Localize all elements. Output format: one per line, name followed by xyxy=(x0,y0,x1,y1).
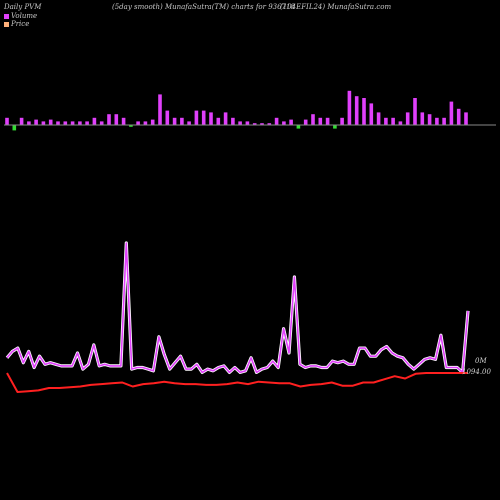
volume-bar xyxy=(63,121,68,125)
volume-bar xyxy=(391,117,395,125)
legend-price-label: Price xyxy=(11,20,30,28)
volume-bars xyxy=(5,90,468,131)
legend-price: Price xyxy=(4,20,29,28)
volume-bar xyxy=(107,114,111,125)
price-last-label: 1094.00 xyxy=(462,368,491,376)
volume-bar xyxy=(267,123,272,125)
volume-bar xyxy=(165,110,170,125)
chart-header-left: Daily PVM xyxy=(4,3,42,11)
volume-bar xyxy=(260,123,264,125)
volume-bar xyxy=(180,117,184,125)
legend-price-swatch xyxy=(4,21,9,27)
volume-bar xyxy=(435,117,439,125)
volume-bar xyxy=(121,117,126,125)
volume-bar xyxy=(143,121,148,125)
volume-bar xyxy=(282,121,286,125)
legend-volume-swatch xyxy=(4,13,9,19)
volume-bar xyxy=(333,125,337,129)
volume-bar xyxy=(150,119,155,125)
volume-bar xyxy=(201,110,206,125)
volume-bar xyxy=(56,121,60,125)
volume-bar xyxy=(12,125,17,131)
volume-bar xyxy=(231,117,235,125)
volume-bar xyxy=(129,125,133,127)
volume-line xyxy=(6,242,469,374)
volume-line-glow xyxy=(5,241,470,374)
volume-bar xyxy=(78,121,82,125)
volume-bar xyxy=(289,119,293,125)
volume-bar xyxy=(303,119,308,125)
volume-bar xyxy=(427,114,432,125)
volume-bar xyxy=(99,121,104,125)
volume-bar xyxy=(369,103,374,125)
volume-bar xyxy=(27,121,31,125)
volume-bar xyxy=(70,121,75,125)
volume-bar xyxy=(5,117,9,125)
volume-bar xyxy=(172,117,177,125)
volume-bar xyxy=(464,112,468,125)
volume-bar xyxy=(376,112,381,125)
volume-bar xyxy=(34,119,38,125)
volume-bar xyxy=(347,90,352,125)
volume-bar xyxy=(340,117,344,125)
volume-bar xyxy=(223,112,228,125)
volume-bar xyxy=(274,117,279,125)
volume-bar xyxy=(41,121,46,125)
volume-bar xyxy=(413,98,417,125)
volume-bar xyxy=(114,114,119,125)
volume-bar xyxy=(311,114,315,125)
volume-bar xyxy=(405,112,410,125)
legend-volume: Volume xyxy=(4,12,37,20)
volume-bar xyxy=(209,112,213,125)
volume-bar xyxy=(48,119,53,125)
volume-bar xyxy=(456,108,461,125)
volume-bar xyxy=(398,121,403,125)
volume-bar xyxy=(354,96,359,125)
volume-bar xyxy=(194,110,199,125)
volume-bar xyxy=(187,121,191,125)
volume-bar xyxy=(158,94,162,125)
price-line xyxy=(6,372,468,393)
volume-bar xyxy=(449,101,454,125)
volume-bar xyxy=(85,121,89,125)
volume-bar xyxy=(420,112,425,125)
volume-last-label: 0M xyxy=(475,357,487,365)
volume-bar xyxy=(362,98,366,125)
volume-bar xyxy=(318,117,323,125)
volume-bar xyxy=(216,117,221,125)
volume-bar xyxy=(136,121,140,125)
volume-bar xyxy=(296,125,301,129)
chart-header-center: (5day smooth) MunafaSutra(TM) charts for… xyxy=(112,3,295,11)
volume-bar xyxy=(325,117,330,125)
volume-bar xyxy=(245,121,250,125)
volume-bar xyxy=(92,117,97,125)
volume-bar xyxy=(384,117,388,125)
volume-bar xyxy=(252,123,257,125)
volume-bar xyxy=(238,121,242,125)
legend-volume-label: Volume xyxy=(11,12,38,20)
volume-bar xyxy=(19,117,24,125)
volume-bar xyxy=(442,117,446,125)
chart-header-right: (104EFIL24) MunafaSutra.com xyxy=(280,3,392,11)
